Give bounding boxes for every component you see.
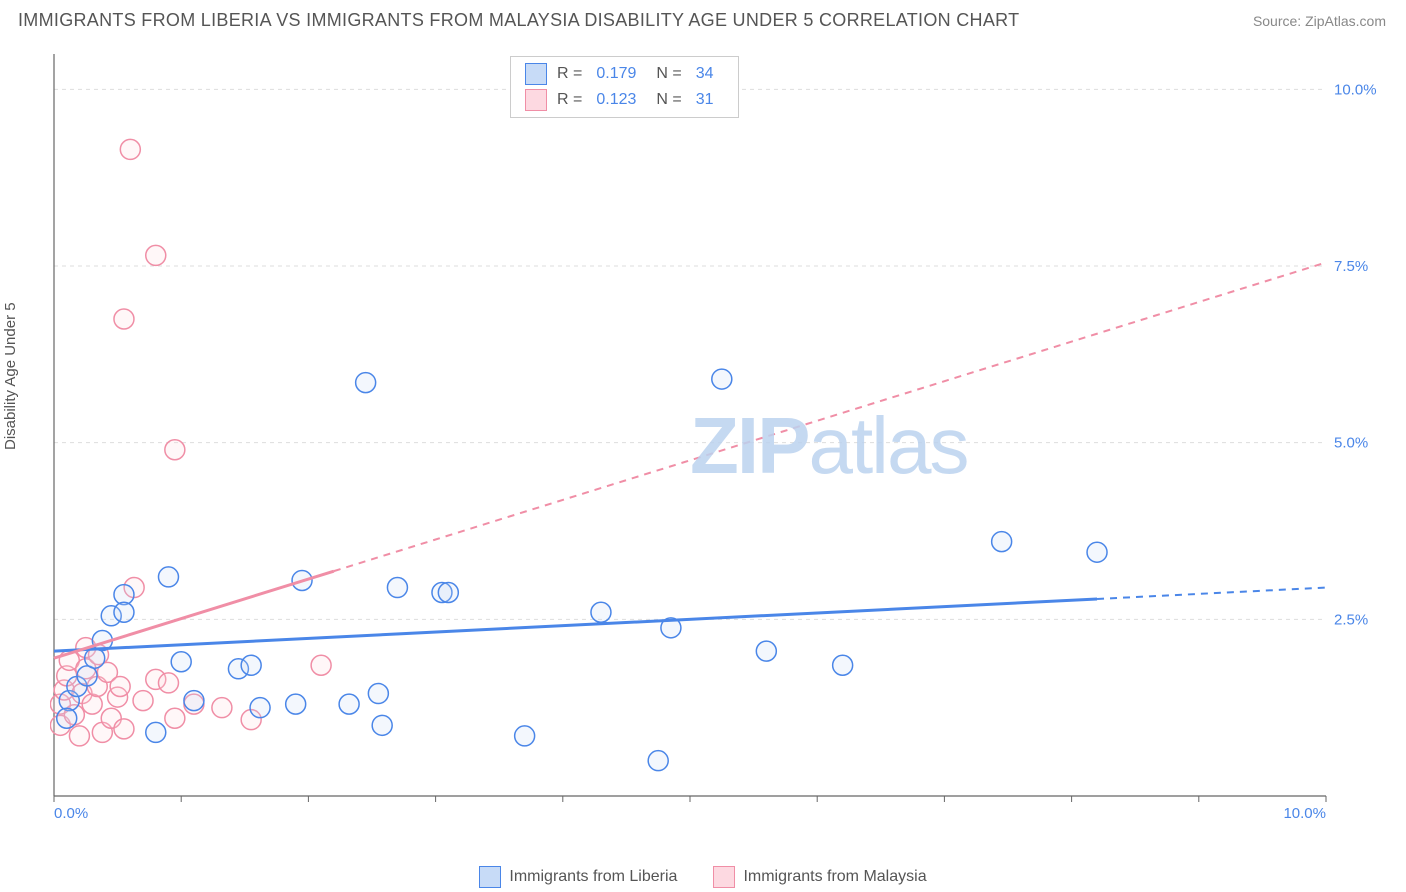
chart-area: 0.0% 10.0% 2.5% 5.0% 7.5% 10.0% <box>50 50 1390 840</box>
data-point <box>110 676 130 696</box>
data-point <box>368 684 388 704</box>
data-point <box>515 726 535 746</box>
data-point <box>133 691 153 711</box>
r-value: 0.123 <box>596 91 636 109</box>
n-label: N = <box>656 65 681 83</box>
r-label: R = <box>557 91 582 109</box>
data-point <box>756 641 776 661</box>
scatter-plot: 0.0% 10.0% 2.5% 5.0% 7.5% 10.0% <box>50 50 1386 826</box>
data-point <box>171 652 191 672</box>
data-point <box>250 698 270 718</box>
data-point <box>114 602 134 622</box>
svg-text:10.0%: 10.0% <box>1334 81 1377 98</box>
data-point <box>387 578 407 598</box>
data-point <box>438 582 458 602</box>
data-point <box>712 369 732 389</box>
data-point <box>591 602 611 622</box>
trendline-dashed <box>1097 588 1326 599</box>
data-point <box>1087 542 1107 562</box>
legend-swatch <box>525 63 547 85</box>
data-point <box>120 139 140 159</box>
data-point <box>212 698 232 718</box>
data-point <box>165 440 185 460</box>
legend-item: Immigrants from Malaysia <box>713 866 926 888</box>
data-point <box>992 532 1012 552</box>
data-point <box>286 694 306 714</box>
data-point <box>165 708 185 728</box>
series-legend: Immigrants from Liberia Immigrants from … <box>0 866 1406 888</box>
data-point <box>114 719 134 739</box>
data-point <box>356 373 376 393</box>
data-point <box>82 694 102 714</box>
r-value: 0.179 <box>596 65 636 83</box>
data-point <box>158 673 178 693</box>
data-point <box>146 245 166 265</box>
correlation-legend: R = 0.179 N = 34 R = 0.123 N = 31 <box>510 56 739 118</box>
data-point <box>184 691 204 711</box>
data-point <box>69 726 89 746</box>
r-label: R = <box>557 65 582 83</box>
data-point <box>57 708 77 728</box>
n-label: N = <box>656 91 681 109</box>
legend-swatch <box>713 866 735 888</box>
source-label: Source: ZipAtlas.com <box>1253 13 1386 29</box>
header: IMMIGRANTS FROM LIBERIA VS IMMIGRANTS FR… <box>0 0 1406 31</box>
data-point <box>311 655 331 675</box>
n-value: 31 <box>696 91 714 109</box>
data-point <box>339 694 359 714</box>
svg-text:0.0%: 0.0% <box>54 805 88 822</box>
svg-text:2.5%: 2.5% <box>1334 611 1368 628</box>
data-point <box>114 309 134 329</box>
trendline-solid <box>54 599 1097 651</box>
legend-row: R = 0.179 N = 34 <box>525 61 724 87</box>
legend-swatch <box>525 89 547 111</box>
legend-swatch <box>479 866 501 888</box>
data-point <box>833 655 853 675</box>
trendline-dashed <box>334 262 1326 571</box>
legend-label: Immigrants from Liberia <box>509 868 677 886</box>
data-point <box>648 751 668 771</box>
data-point <box>241 655 261 675</box>
data-point <box>372 715 392 735</box>
chart-title: IMMIGRANTS FROM LIBERIA VS IMMIGRANTS FR… <box>18 10 1019 31</box>
svg-text:10.0%: 10.0% <box>1283 805 1326 822</box>
legend-item: Immigrants from Liberia <box>479 866 677 888</box>
svg-text:7.5%: 7.5% <box>1334 258 1368 275</box>
legend-label: Immigrants from Malaysia <box>743 868 926 886</box>
data-point <box>146 722 166 742</box>
data-point <box>158 567 178 587</box>
n-value: 34 <box>696 65 714 83</box>
svg-text:5.0%: 5.0% <box>1334 435 1368 452</box>
legend-row: R = 0.123 N = 31 <box>525 87 724 113</box>
y-axis-label: Disability Age Under 5 <box>2 302 19 450</box>
